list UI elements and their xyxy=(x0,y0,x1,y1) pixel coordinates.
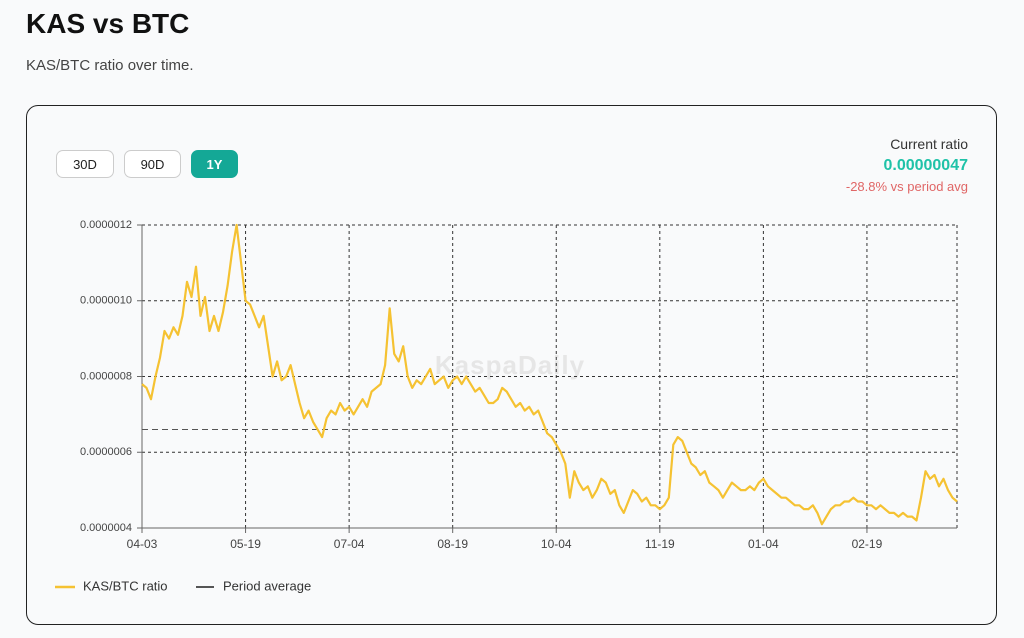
x-tick-label: 05-19 xyxy=(230,537,261,551)
summary-label: Current ratio xyxy=(890,136,968,152)
y-tick-label: 0.0000012 xyxy=(80,219,132,231)
page-title: KAS vs BTC xyxy=(26,8,190,39)
chart-card: 30D 90D 1Y Current ratio 0.00000047 -28.8%… xyxy=(26,105,997,625)
y-tick-label: 0.0000006 xyxy=(80,446,132,458)
summary: Current ratio 0.00000047 -28.8% vs perio… xyxy=(846,136,968,194)
ratio-line xyxy=(141,223,958,526)
x-tick-label: 08-19 xyxy=(437,537,468,551)
range-button[interactable]: 90D xyxy=(124,150,181,178)
legend-label: KAS/BTC ratio xyxy=(83,578,168,593)
x-tick-label: 10-04 xyxy=(541,537,572,551)
x-tick-label: 04-03 xyxy=(127,537,158,551)
range-button[interactable]: 1Y xyxy=(191,150,238,178)
x-tick-label: 11-19 xyxy=(645,537,675,551)
x-tick-label: 07-04 xyxy=(334,537,365,551)
page-subtitle: KAS/BTC ratio over time. xyxy=(26,57,194,74)
y-tick-label: 0.0000008 xyxy=(80,370,132,382)
y-tick-label: 0.0000010 xyxy=(80,295,132,307)
summary-change: -28.8% vs period avg xyxy=(845,179,968,194)
legend-label: Period average xyxy=(223,578,311,593)
x-tick-label: 02-19 xyxy=(852,537,883,551)
range-button[interactable]: 30D xyxy=(56,150,114,178)
y-tick-label: 0.0000004 xyxy=(80,522,132,534)
watermark: KaspaDaily xyxy=(435,350,585,380)
x-tick-label: 01-04 xyxy=(748,537,779,551)
summary-value: 0.00000047 xyxy=(883,157,968,174)
